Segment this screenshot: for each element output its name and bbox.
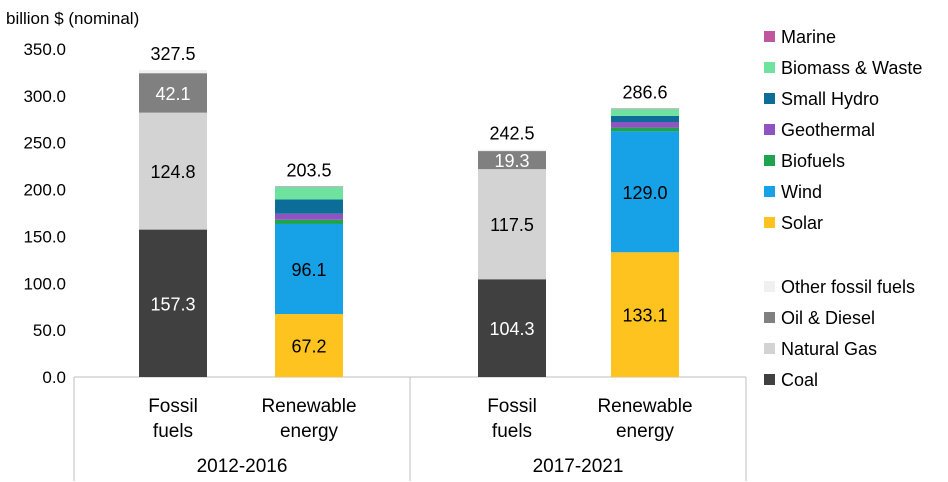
segment-value-label: 129.0: [622, 183, 667, 203]
y-tick-label: 100.0: [23, 274, 66, 293]
segment-value-label: 124.8: [150, 162, 195, 182]
y-tick-label: 250.0: [23, 134, 66, 153]
legend-swatch: [764, 281, 775, 292]
legend-swatch: [764, 343, 775, 354]
bar-segment-biofuels: [611, 127, 679, 132]
legend-label: Marine: [781, 27, 836, 47]
bar-segment-other-fossil-fuels: [478, 149, 546, 152]
legend-label: Coal: [781, 370, 818, 390]
bar-segment-solar: [611, 252, 679, 377]
bar-segment-oil-diesel: [478, 151, 546, 170]
group-label: 2012-2016: [197, 456, 288, 477]
bar-segment-coal: [139, 229, 207, 377]
legend-swatch: [764, 62, 775, 73]
legend-swatch: [764, 93, 775, 104]
y-axis-title: billion $ (nominal): [6, 9, 139, 28]
bar-segment-solar: [275, 314, 343, 377]
bar-segment-wind: [275, 223, 343, 315]
segment-value-label: 19.3: [494, 151, 529, 171]
y-tick-label: 50.0: [33, 321, 66, 340]
legend-swatch: [764, 312, 775, 323]
y-tick-label: 300.0: [23, 87, 66, 106]
legend-label: Small Hydro: [781, 89, 879, 109]
y-tick-label: 350.0: [23, 40, 66, 59]
segment-value-label: 117.5: [490, 215, 534, 235]
category-label: Fossil fuels: [148, 396, 198, 442]
legend-item-other-fossil-fuels: Other fossil fuels: [764, 277, 915, 297]
legend-item-small-hydro: Small Hydro: [764, 89, 879, 109]
legend-label: Solar: [781, 213, 823, 233]
segment-value-label: 104.3: [489, 319, 534, 339]
label-layer: 157.3 124.8 42.1 327.5 Fossil fuels 67.2 96.1 20…: [148, 44, 692, 477]
category-label: Renewable energy: [597, 396, 692, 442]
legend-label: Biofuels: [781, 151, 845, 171]
legend-label: Oil & Diesel: [781, 308, 875, 328]
legend-item-natural-gas: Natural Gas: [764, 339, 877, 359]
segment-value-label: 96.1: [291, 260, 326, 280]
segment-value-label: 133.1: [622, 306, 667, 326]
bar-segment-wind: [611, 131, 679, 253]
legend-item-biomass-waste: Biomass & Waste: [764, 58, 922, 78]
group-label: 2017-2021: [533, 456, 624, 477]
legend-label: Other fossil fuels: [781, 277, 915, 297]
bar-layer: [139, 70, 679, 377]
legend-item-biofuels: Biofuels: [764, 151, 845, 171]
bar-segment-biomass-waste: [611, 108, 679, 116]
bar-segment-biomass-waste: [275, 186, 343, 200]
bar-segment-small-hydro: [611, 115, 679, 123]
segment-value-label: 157.3: [150, 294, 195, 314]
legend-swatch: [764, 124, 775, 135]
bar-total-label: 327.5: [150, 44, 195, 64]
bar-segment-coal: [478, 279, 546, 377]
bar-segment-natural-gas: [478, 169, 546, 280]
category-label: Fossil fuels: [487, 396, 537, 442]
legend-item-oil-diesel: Oil & Diesel: [764, 308, 875, 328]
bar-segment-geothermal: [611, 122, 679, 128]
bar-segment-small-hydro: [275, 199, 343, 214]
y-tick-label: 150.0: [23, 227, 66, 246]
legend-item-coal: Coal: [764, 370, 818, 390]
legend-swatch: [764, 31, 775, 42]
legend-label: Wind: [781, 182, 822, 202]
legend: Marine Biomass & Waste Small Hydro Geotherm…: [764, 27, 922, 390]
y-tick-label: 0.0: [42, 368, 66, 387]
y-tick-label: 200.0: [23, 181, 66, 200]
segment-value-label: 42.1: [155, 84, 190, 104]
category-label: Renewable energy: [261, 396, 356, 442]
legend-item-geothermal: Geothermal: [764, 120, 875, 140]
bar-segment-biofuels: [275, 219, 343, 224]
bar-segment-geothermal: [275, 213, 343, 220]
bar-total-label: 242.5: [489, 124, 534, 144]
bar-segment-natural-gas: [139, 112, 207, 230]
bar-total-label: 203.5: [286, 160, 331, 180]
legend-swatch: [764, 186, 775, 197]
bar-total-label: 286.6: [622, 82, 667, 102]
segment-value-label: 67.2: [291, 337, 326, 357]
legend-swatch: [764, 374, 775, 385]
legend-swatch: [764, 155, 775, 166]
legend-label: Natural Gas: [781, 339, 877, 359]
legend-label: Biomass & Waste: [781, 58, 922, 78]
legend-label: Geothermal: [781, 120, 875, 140]
legend-item-solar: Solar: [764, 213, 823, 233]
legend-item-wind: Wind: [764, 182, 822, 202]
legend-swatch: [764, 217, 775, 228]
bar-segment-other-fossil-fuels: [139, 70, 207, 74]
bar-segment-oil-diesel: [139, 73, 207, 113]
legend-item-marine: Marine: [764, 27, 836, 47]
